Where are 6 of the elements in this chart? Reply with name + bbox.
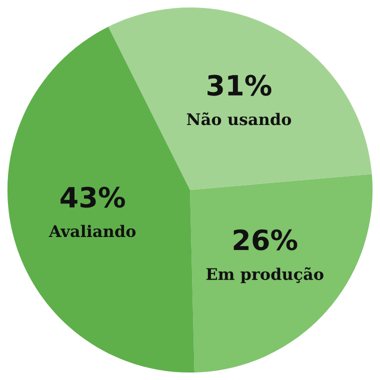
- slice-label: Não usando: [186, 112, 292, 126]
- data-label: 31%: [208, 74, 272, 96]
- slice-label: Em produção: [206, 267, 324, 284]
- slice-label: Avaliando: [48, 224, 136, 238]
- data-label: 43%: [60, 186, 125, 208]
- data-label: 26%: [234, 229, 298, 250]
